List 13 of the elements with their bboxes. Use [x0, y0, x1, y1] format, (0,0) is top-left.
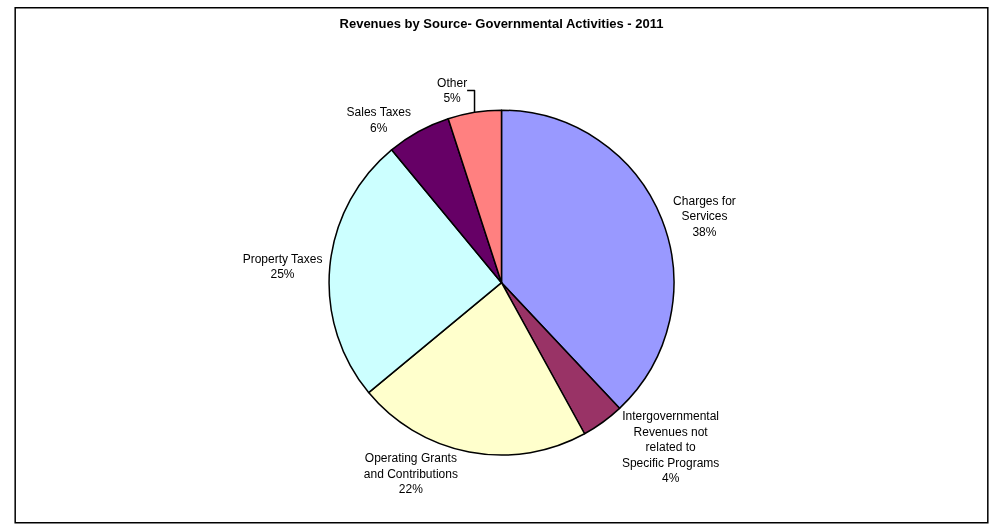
data-label: 4%	[661, 471, 680, 486]
slice-label: Operating Grants and Contributions	[363, 451, 458, 481]
slice-label: Other	[437, 75, 468, 90]
slice-label: Property Taxes	[242, 251, 323, 266]
chart-title: Revenues by Source- Governmental Activities - 2011	[339, 15, 664, 31]
slice-label: Intergovernmental Revenues not related to Specific Programs	[621, 408, 720, 470]
data-label: 25%	[270, 267, 295, 282]
slice-label: Sales Taxes	[346, 105, 412, 120]
data-label: 5%	[443, 91, 462, 106]
data-label: 6%	[370, 121, 388, 135]
slice-label: Charges for Services	[673, 193, 736, 224]
data-label: 38%	[692, 224, 717, 239]
data-label: 22%	[398, 482, 424, 497]
